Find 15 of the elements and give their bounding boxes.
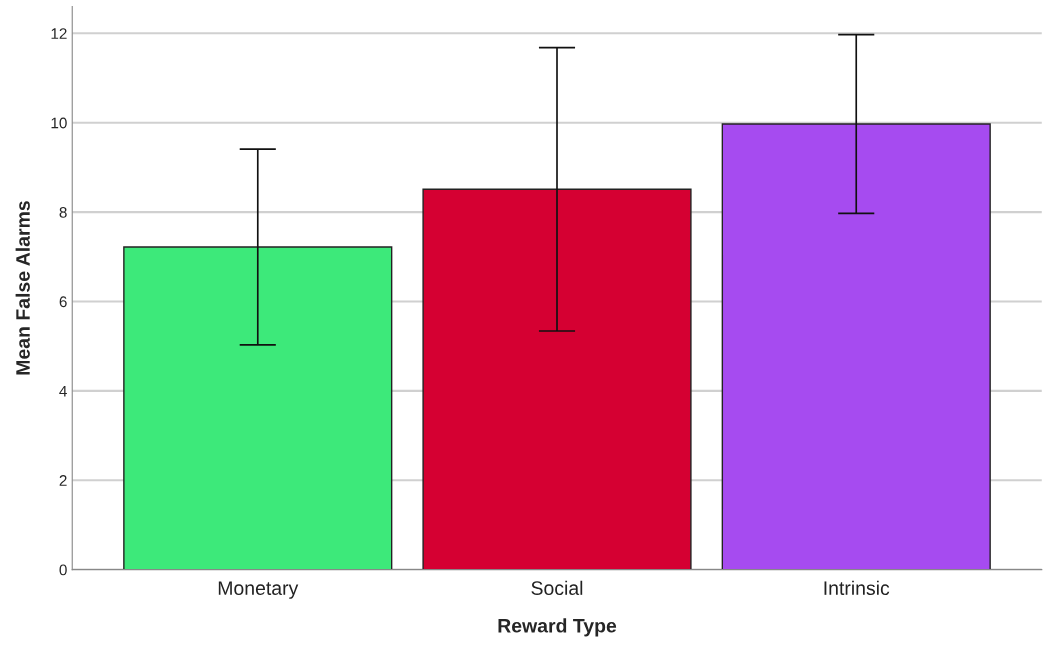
y-tick-label: 4 bbox=[59, 385, 67, 397]
y-tick-label: 2 bbox=[59, 475, 67, 486]
y-tick-label: 6 bbox=[59, 296, 67, 308]
y-tick-label: 8 bbox=[59, 206, 67, 218]
y-axis-title: Mean False Alarms bbox=[15, 201, 30, 375]
x-tick-label: Monetary bbox=[218, 581, 299, 599]
y-tick-label: 10 bbox=[51, 117, 67, 129]
x-tick-label: Intrinsic bbox=[824, 580, 890, 596]
y-tick-label: 0 bbox=[59, 564, 67, 576]
y-tick-label: 12 bbox=[51, 28, 67, 39]
x-tick-label: Social bbox=[531, 580, 583, 596]
bar bbox=[422, 188, 692, 570]
bar bbox=[123, 246, 393, 570]
x-axis-title: Reward Type bbox=[498, 618, 617, 637]
bar bbox=[721, 123, 991, 570]
